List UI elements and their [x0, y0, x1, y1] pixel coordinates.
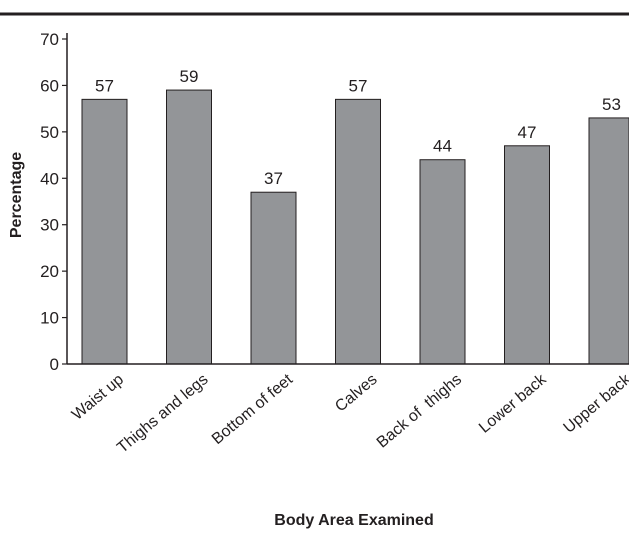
y-tick-label: 70	[40, 30, 59, 49]
bar	[81, 98, 128, 365]
y-tick-label: 10	[40, 309, 59, 328]
bar	[250, 191, 297, 365]
data-label: 47	[518, 123, 537, 142]
y-axis-title: Percentage	[8, 152, 25, 238]
bar	[335, 98, 381, 365]
y-axis-ticks: 0 10 20 30 40 50 60 70	[40, 30, 67, 374]
category-label: Upper back	[560, 370, 629, 436]
category-label: Bottom of feet	[209, 371, 297, 448]
category-label: Lower back	[476, 370, 550, 436]
x-axis-title: Body Area Examined	[274, 512, 433, 529]
category-label: Back of thighs	[374, 371, 465, 451]
bar	[419, 159, 466, 365]
bars	[81, 89, 629, 365]
data-label: 37	[264, 169, 283, 188]
y-tick-label: 0	[50, 355, 59, 374]
y-tick-label: 40	[40, 169, 59, 188]
y-tick-label: 30	[40, 216, 59, 235]
data-label: 44	[433, 137, 452, 156]
bar	[504, 145, 550, 365]
category-label: Waist up	[69, 371, 127, 424]
data-label: 53	[602, 95, 621, 114]
y-tick-label: 60	[40, 76, 59, 95]
category-label: Calves	[332, 371, 380, 415]
data-labels: 57 59 37 57 44 47 53	[95, 67, 621, 188]
data-label: 59	[180, 67, 199, 86]
y-tick-label: 20	[40, 262, 59, 281]
y-tick-label: 50	[40, 123, 59, 142]
bar	[166, 89, 212, 365]
data-label: 57	[349, 76, 368, 95]
category-label: Thighs and legs	[114, 371, 211, 457]
bar	[588, 117, 629, 365]
data-label: 57	[95, 76, 114, 95]
